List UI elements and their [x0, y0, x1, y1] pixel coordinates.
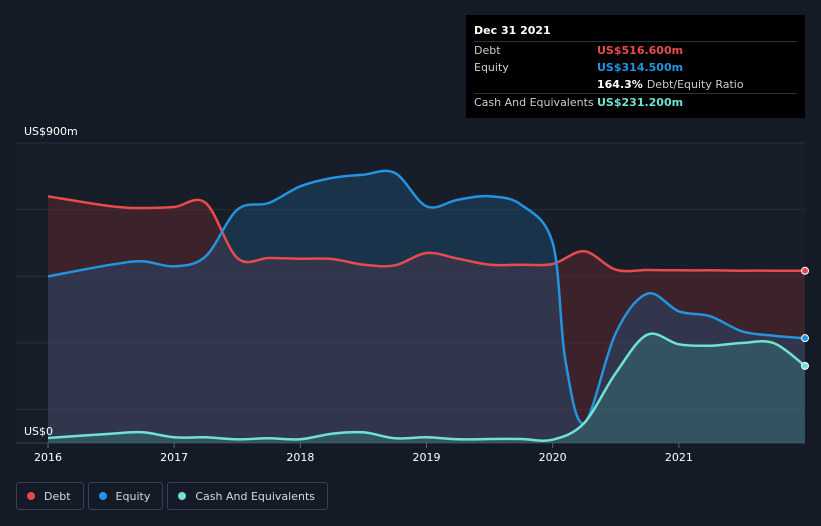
series-lines	[47, 169, 806, 442]
plot-background	[16, 143, 805, 443]
debt-line	[47, 195, 806, 273]
x-tick-label: 2021	[665, 451, 693, 464]
chart-legend: Debt Equity Cash And Equivalents	[16, 482, 328, 510]
debt-endpoint	[801, 266, 809, 275]
x-tick-label: 2020	[539, 451, 567, 464]
legend-item-cash[interactable]: Cash And Equivalents	[167, 482, 328, 510]
tooltip-row-equity: Equity US$314.500m	[474, 59, 797, 76]
equity-line	[47, 169, 806, 425]
x-axis-ticks: 2016 2017 2018 2019 2020 2021	[34, 443, 693, 464]
cash-line	[47, 332, 806, 442]
legend-item-equity[interactable]: Equity	[87, 482, 164, 510]
tooltip-label: Debt	[474, 44, 501, 57]
legend-label: Debt	[44, 489, 71, 503]
x-tick-label: 2016	[34, 451, 62, 464]
equity-dot-icon	[98, 492, 107, 500]
y-tick-label: US$900m	[24, 125, 78, 138]
series-endpoints	[801, 266, 809, 370]
tooltip-label	[474, 76, 597, 93]
tooltip-row-debt: Debt US$516.600m	[474, 41, 797, 59]
tooltip-value: US$314.500m	[597, 61, 684, 74]
cash-dot-icon	[178, 492, 187, 500]
equity-endpoint	[801, 334, 809, 343]
y-tick-label: US$0	[24, 425, 53, 438]
cash-endpoint	[801, 361, 809, 370]
tooltip-suffix: Debt/Equity Ratio	[646, 78, 744, 91]
tooltip-row-ratio: 164.3% Debt/Equity Ratio	[474, 76, 797, 93]
legend-item-debt[interactable]: Debt	[16, 482, 84, 510]
legend-label: Cash And Equivalents	[195, 489, 315, 503]
x-tick-label: 2018	[286, 451, 314, 464]
tooltip-label: Equity	[474, 61, 509, 74]
tooltip-value: 164.3%	[597, 78, 643, 91]
tooltip-row-cash: Cash And Equivalents US$231.200m	[474, 93, 797, 111]
y-axis-ticks: US$0 US$900m	[24, 125, 78, 438]
tooltip-label: Cash And Equivalents	[474, 96, 594, 109]
x-tick-label: 2019	[413, 451, 441, 464]
tooltip-value: US$231.200m	[597, 96, 684, 109]
x-tick-label: 2017	[160, 451, 188, 464]
tooltip-date: Dec 31 2021	[474, 24, 551, 37]
tooltip-panel: Dec 31 2021 Debt US$516.600m Equity US$3…	[466, 15, 805, 118]
legend-label: Equity	[115, 489, 151, 503]
cash-area	[48, 333, 805, 443]
debt-dot-icon	[27, 492, 35, 500]
tooltip-value: US$516.600m	[597, 44, 684, 57]
grid-lines	[16, 142, 805, 444]
